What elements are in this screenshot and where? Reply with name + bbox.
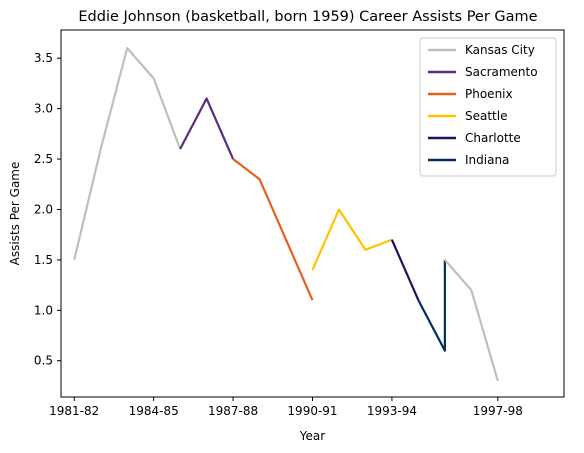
chart-title: Eddie Johnson (basketball, born 1959) Ca… (78, 9, 537, 25)
legend-label: Indiana (465, 153, 509, 167)
x-tick-label: 1993-94 (367, 404, 417, 418)
y-tick-label: 0.5 (34, 354, 53, 368)
series-line-kansas-city-0 (73, 47, 182, 261)
y-tick-label: 1.0 (34, 303, 53, 317)
x-tick-label: 1987-88 (208, 404, 258, 418)
legend: Kansas City Sacramento Phoenix Seattle Charl… (419, 37, 557, 177)
y-axis: 0.5 1.0 1.5 2.0 2.5 3.0 3.5 (34, 51, 61, 368)
x-tick-label: 1990-91 (287, 404, 337, 418)
y-axis-title: Assists Per Game (8, 162, 22, 266)
y-tick-label: 2.5 (34, 152, 53, 166)
series-line-phoenix-2 (232, 158, 314, 301)
series-line-kansas-city-6 (444, 259, 499, 382)
y-tick-label: 3.5 (34, 51, 53, 65)
x-tick-label: 1981-82 (49, 404, 99, 418)
y-tick-label: 2.0 (34, 202, 53, 216)
series-line-seattle-3 (311, 208, 393, 271)
legend-label: Phoenix (465, 87, 513, 101)
x-axis-title: Year (299, 429, 325, 443)
legend-label: Seattle (465, 109, 507, 123)
y-tick-label: 3.0 (34, 102, 53, 116)
y-tick-label: 1.5 (34, 253, 53, 267)
x-tick-label: 1984-85 (129, 404, 179, 418)
plot-lines (73, 47, 499, 382)
legend-label: Kansas City (465, 43, 535, 57)
series-line-charlotte-4 (390, 239, 420, 301)
series-line-indiana-5 (417, 259, 446, 352)
x-axis: 1981-82 1984-85 1987-88 1990-91 1993-94 1997-… (49, 397, 523, 418)
legend-label: Charlotte (465, 131, 521, 145)
x-tick-label: 1997-98 (473, 404, 523, 418)
legend-label: Sacramento (465, 65, 538, 79)
series-line-sacramento-1 (179, 97, 235, 160)
